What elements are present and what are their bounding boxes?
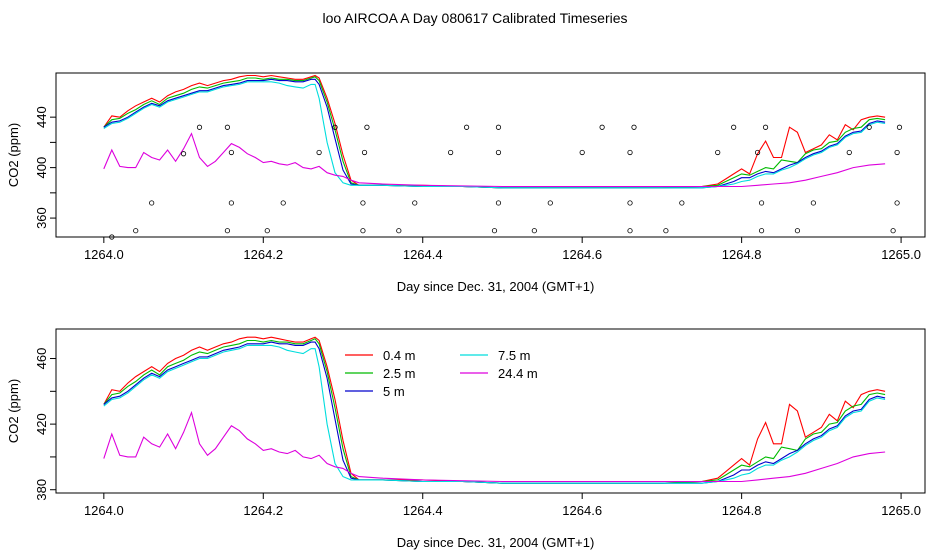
- top-scatter-point: [758, 228, 765, 234]
- top-scatter-point: [364, 124, 370, 130]
- top-scatter-point: [133, 228, 139, 234]
- bottom-series-line-3: [103, 344, 886, 484]
- top-scatter-point: [627, 149, 633, 156]
- top-scatter-point: [224, 228, 231, 234]
- top-scatter-point: [180, 151, 187, 157]
- top-scatter-point: [627, 200, 633, 206]
- top-scatter-point: [894, 149, 900, 156]
- bottom-y-tick-label: 420: [34, 413, 49, 435]
- bottom-y-tick-label: 460: [34, 348, 49, 370]
- top-scatter-point: [109, 234, 115, 240]
- top-scatter-point: [894, 200, 900, 206]
- top-series-line-1: [103, 76, 886, 189]
- top-scatter-point: [228, 149, 234, 156]
- top-scatter-point: [663, 228, 669, 234]
- bottom-series-line-4: [103, 410, 886, 483]
- bottom-x-tick-label: 1264.8: [722, 503, 762, 518]
- top-plot-frame: [55, 72, 926, 238]
- top-series-line-4: [103, 132, 886, 188]
- bottom-panel: CO2 (ppm) Day since Dec. 31, 2004 (GMT+1…: [6, 328, 926, 550]
- top-scatter-point: [264, 228, 270, 234]
- bottom-series-line-0: [103, 336, 886, 484]
- top-scatter-point: [579, 149, 585, 156]
- top-y-tick-label: 400: [34, 157, 49, 179]
- top-scatter-point: [846, 149, 852, 156]
- top-scatter-point: [491, 228, 498, 234]
- top-scatter-point: [890, 228, 896, 234]
- top-scatter-point: [679, 200, 685, 206]
- top-scatter-point: [149, 200, 155, 206]
- bottom-series-line-1: [103, 338, 886, 484]
- bottom-x-tick-label: 1265.0: [881, 503, 921, 518]
- bottom-plot-frame: [55, 328, 926, 494]
- top-x-tick-label: 1264.0: [84, 247, 124, 262]
- legend-label-3: 7.5 m: [498, 348, 531, 363]
- top-scatter-point: [495, 124, 502, 130]
- top-panel: CO2 (ppm) Day since Dec. 31, 2004 (GMT+1…: [6, 72, 926, 294]
- top-scatter-point: [531, 228, 537, 234]
- top-x-tick-label: 1264.8: [722, 247, 762, 262]
- top-x-tick-label: 1264.2: [243, 247, 283, 262]
- top-scatter-point: [715, 149, 721, 156]
- top-scatter-point: [360, 200, 366, 206]
- top-scatter-point: [360, 228, 366, 234]
- legend-label-2: 5 m: [383, 384, 405, 399]
- top-x-tick-label: 1265.0: [881, 247, 921, 262]
- top-scatter-point: [599, 124, 605, 130]
- bottom-y-tick-label: 380: [34, 479, 49, 501]
- top-y-tick-label: 440: [34, 106, 49, 128]
- bottom-series-line-2: [103, 341, 886, 484]
- top-scatter-point: [396, 228, 402, 234]
- legend-label-1: 2.5 m: [383, 366, 416, 381]
- top-scatter-point: [896, 124, 903, 130]
- top-scatter-point: [332, 124, 338, 130]
- top-scatter-point: [547, 200, 553, 206]
- bottom-y-axis-label: CO2 (ppm): [6, 379, 21, 443]
- top-y-axis-label: CO2 (ppm): [6, 123, 21, 187]
- bottom-x-tick-label: 1264.2: [243, 503, 283, 518]
- legend-label-4: 24.4 m: [498, 366, 538, 381]
- top-scatter-point: [463, 124, 470, 130]
- top-scatter-point: [631, 124, 637, 130]
- top-x-tick-label: 1264.4: [403, 247, 443, 262]
- top-series-line-3: [103, 81, 886, 189]
- top-scatter-point: [361, 149, 368, 156]
- top-scatter-point: [196, 124, 203, 130]
- top-y-tick-label: 360: [34, 207, 49, 229]
- top-scatter-point: [224, 124, 231, 130]
- top-scatter-point: [448, 149, 454, 156]
- bottom-x-tick-label: 1264.4: [403, 503, 443, 518]
- top-scatter-point: [810, 200, 816, 206]
- top-scatter-point: [495, 200, 502, 206]
- top-scatter-point: [495, 149, 502, 156]
- top-series-line-2: [103, 78, 886, 189]
- top-scatter-point: [866, 124, 872, 130]
- bottom-x-tick-label: 1264.6: [562, 503, 602, 518]
- top-scatter-point: [754, 149, 761, 156]
- legend-label-0: 0.4 m: [383, 348, 416, 363]
- bottom-x-axis-label: Day since Dec. 31, 2004 (GMT+1): [397, 535, 595, 550]
- top-scatter-point: [762, 124, 769, 130]
- top-scatter-point: [280, 200, 286, 206]
- top-scatter-point: [316, 149, 322, 156]
- figure-title: loo AIRCOA A Day 080617 Calibrated Times…: [322, 10, 628, 26]
- top-series-line-0: [103, 74, 886, 189]
- top-scatter-point: [412, 200, 418, 206]
- top-scatter-point: [627, 228, 633, 234]
- top-scatter-point: [228, 200, 234, 206]
- top-scatter-point: [794, 228, 801, 234]
- top-scatter-point: [758, 200, 765, 206]
- top-x-tick-label: 1264.6: [562, 247, 602, 262]
- bottom-x-tick-label: 1264.0: [84, 503, 124, 518]
- top-scatter-point: [731, 124, 737, 130]
- top-x-axis-label: Day since Dec. 31, 2004 (GMT+1): [397, 279, 595, 294]
